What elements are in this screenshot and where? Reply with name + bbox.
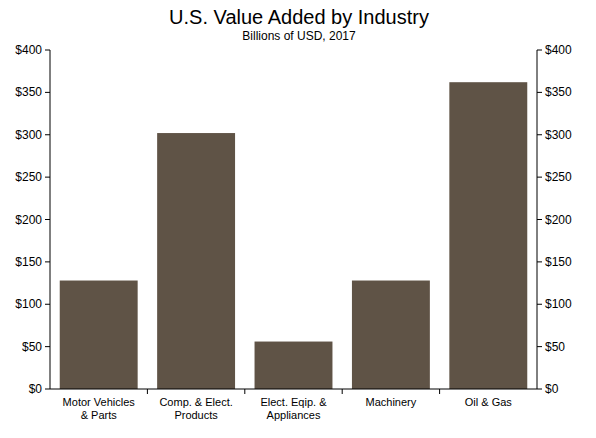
- y2-tick-label: $0: [545, 382, 559, 396]
- y-tick-label: $250: [15, 170, 42, 184]
- y2-tick-label: $250: [545, 170, 572, 184]
- y2-tick: [537, 177, 542, 178]
- y-tick-label: $400: [15, 43, 42, 57]
- x-tick-label-line: Appliances: [267, 409, 321, 421]
- x-tick-label: Motor Vehicles& Parts: [63, 396, 136, 421]
- axes: $0 $0 $50 $50 $100 $100 $150 $150 $200 $200 $250 $2…: [15, 43, 572, 421]
- bar: [157, 133, 235, 389]
- y2-tick: [537, 346, 542, 347]
- x-tick-label: Machinery: [366, 396, 417, 408]
- y-tick-label: $200: [15, 213, 42, 227]
- x-axis: [50, 389, 537, 390]
- y2-tick: [537, 134, 542, 135]
- y2-tick: [537, 389, 542, 390]
- y2-tick-label: $50: [545, 340, 565, 354]
- page: {"chart_data": {"type": "bar", "title": …: [0, 0, 596, 438]
- x-tick-label-line: Comp. & Elect.: [159, 396, 232, 408]
- x-tick-label-line: Oil & Gas: [465, 396, 513, 408]
- x-tick-label-line: Motor Vehicles: [63, 396, 136, 408]
- x-tick-label: Elect. Eqip. &Appliances: [260, 396, 327, 421]
- y-tick-label: $100: [15, 297, 42, 311]
- y2-tick-label: $350: [545, 85, 572, 99]
- y2-tick-label: $100: [545, 297, 572, 311]
- x-separator: [342, 389, 343, 394]
- y2-tick: [537, 219, 542, 220]
- y-tick: [45, 304, 50, 305]
- x-separator: [147, 389, 148, 394]
- bar: [255, 342, 333, 389]
- y-tick-label: $350: [15, 85, 42, 99]
- y2-tick-label: $200: [545, 213, 572, 227]
- y2-tick-label: $150: [545, 255, 572, 269]
- x-tick-label: Comp. & Elect.Products: [159, 396, 232, 421]
- x-tick-label-line: Machinery: [366, 396, 417, 408]
- y-tick: [45, 177, 50, 178]
- bars: [60, 82, 528, 389]
- x-tick-label-line: Products: [174, 409, 218, 421]
- bar: [60, 281, 138, 389]
- y-tick-label: $0: [29, 382, 43, 396]
- y-tick: [45, 219, 50, 220]
- x-separator: [439, 389, 440, 394]
- subtitle: Billions of USD, 2017: [242, 29, 356, 43]
- y-tick-label: $50: [22, 340, 42, 354]
- y-tick: [45, 261, 50, 262]
- y-tick: [45, 346, 50, 347]
- y-tick-label: $150: [15, 255, 42, 269]
- y-tick: [45, 92, 50, 93]
- x-tick-label-line: Elect. Eqip. &: [260, 396, 327, 408]
- title: U.S. Value Added by Industry: [169, 6, 429, 28]
- y2-tick: [537, 261, 542, 262]
- y2-tick: [537, 304, 542, 305]
- x-tick-label: Oil & Gas: [465, 396, 513, 408]
- y2-tick: [537, 92, 542, 93]
- x-tick-label-line: & Parts: [81, 409, 118, 421]
- bar: [449, 82, 527, 389]
- y-tick: [45, 389, 50, 390]
- bar: [352, 281, 430, 389]
- y-tick: [45, 134, 50, 135]
- x-separator: [244, 389, 245, 394]
- y2-tick-label: $300: [545, 128, 572, 142]
- y2-tick-label: $400: [545, 43, 572, 57]
- chart: U.S. Value Added by IndustryBillions of …: [0, 0, 596, 438]
- y-tick: [45, 50, 50, 51]
- y-tick-label: $300: [15, 128, 42, 142]
- y2-tick: [537, 50, 542, 51]
